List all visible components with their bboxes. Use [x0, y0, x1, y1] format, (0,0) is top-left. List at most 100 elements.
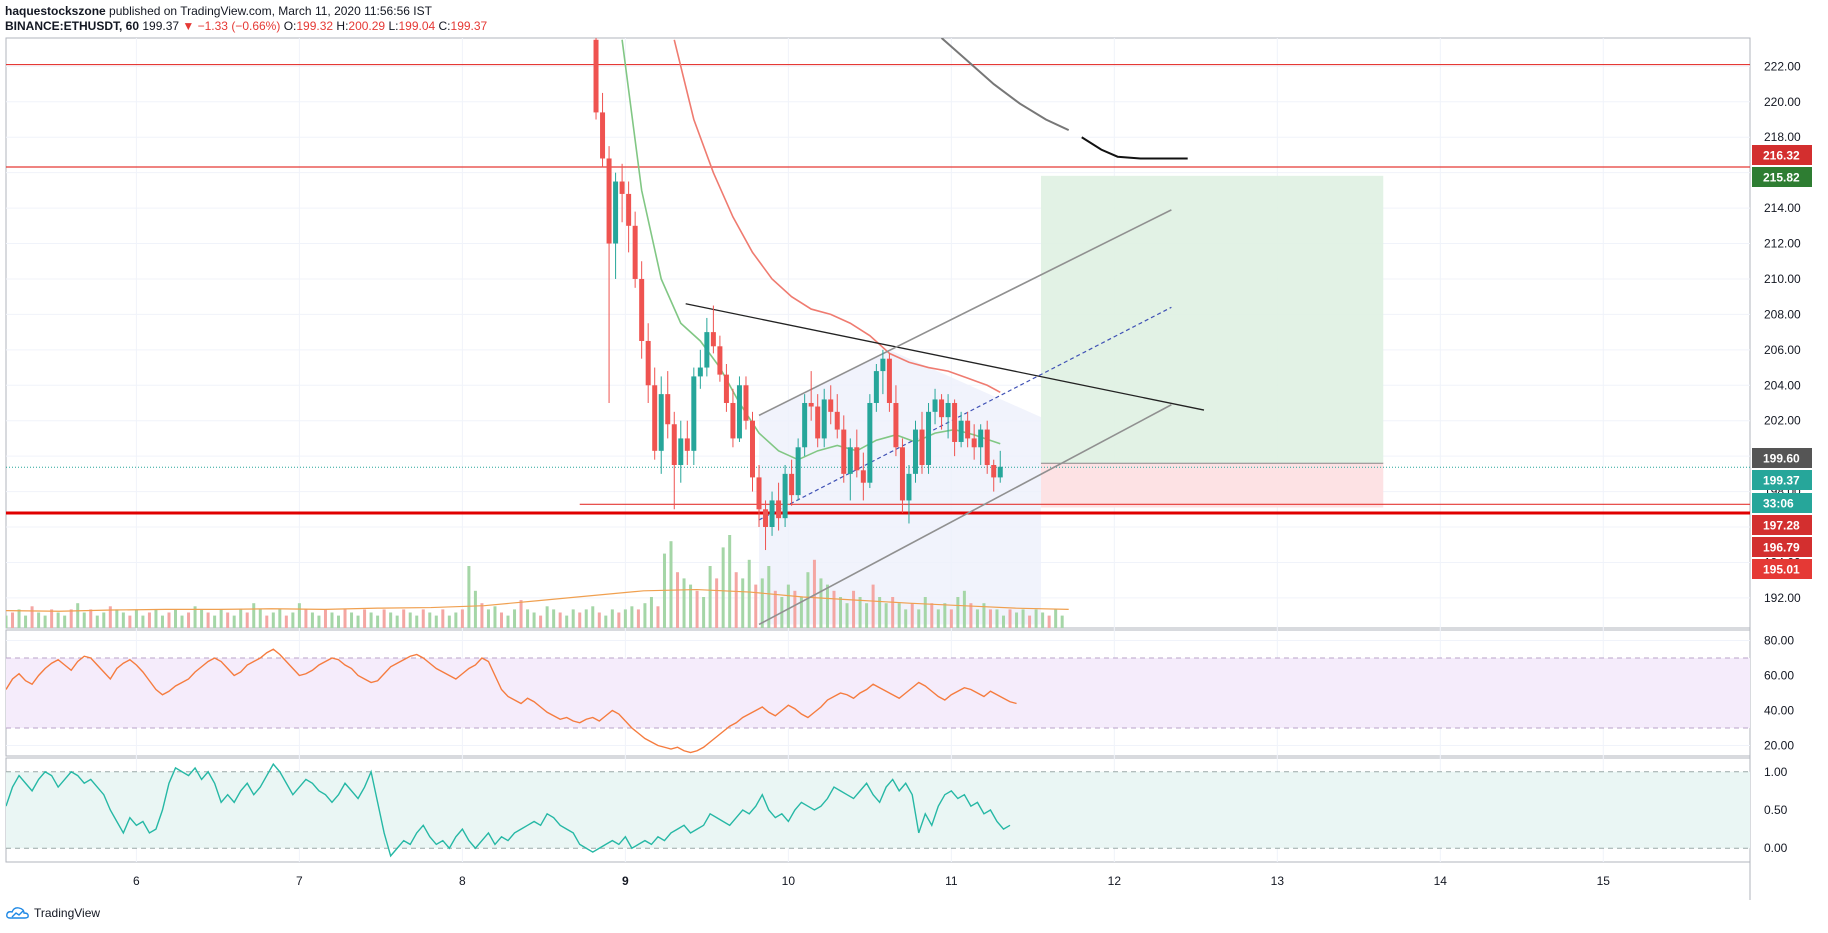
- candle-body: [665, 394, 671, 425]
- candle-body: [743, 385, 749, 421]
- volume-bar: [721, 547, 725, 628]
- candle-body: [684, 438, 690, 451]
- stoch-plot: [6, 762, 1750, 858]
- candle-body: [912, 429, 918, 474]
- candle-body: [808, 402, 814, 407]
- volume-bar: [689, 584, 693, 628]
- candle-body: [710, 332, 716, 347]
- price-tag-value: 195.01: [1763, 563, 1800, 577]
- volume-bar: [467, 566, 471, 628]
- volume-bar: [949, 609, 953, 628]
- volume-bar: [917, 609, 921, 628]
- tradingview-footer[interactable]: TradingView: [6, 906, 100, 920]
- volume-bar: [943, 603, 947, 628]
- volume-bar: [193, 606, 197, 628]
- volume-bar: [219, 609, 223, 628]
- price-axis-tag: 195.01: [1752, 559, 1812, 579]
- channel-mid-line: [758, 306, 1172, 521]
- volume-bar: [982, 603, 986, 628]
- low-value: 199.04: [398, 19, 436, 33]
- candle-body: [782, 473, 788, 519]
- volume-bar: [741, 578, 745, 628]
- volume-bar: [506, 615, 510, 628]
- volume-bar: [37, 612, 41, 628]
- candle-body: [847, 447, 853, 474]
- tradingview-brand: TradingView: [34, 906, 101, 920]
- volume-bar: [760, 578, 764, 628]
- volume-bar: [878, 597, 882, 628]
- close-value: 199.37: [450, 19, 488, 33]
- volume-bar: [154, 609, 158, 628]
- volume-bar: [865, 603, 869, 628]
- candle-body: [854, 447, 860, 471]
- volume-bar: [265, 615, 269, 628]
- y-tick-label: 206.00: [1764, 343, 1801, 357]
- volume-bar: [578, 612, 582, 628]
- volume-bar: [284, 615, 288, 628]
- long-ma-line: [940, 38, 1070, 132]
- volume-bar: [115, 609, 119, 628]
- volume-bar: [278, 609, 282, 628]
- volume-bar: [1060, 615, 1064, 628]
- candle-body: [802, 402, 808, 448]
- x-tick-label: 8: [459, 874, 466, 888]
- candle-body: [606, 158, 612, 244]
- author-name[interactable]: haquestockszone: [5, 4, 106, 18]
- candle-body: [730, 402, 736, 439]
- volume-bar: [676, 572, 680, 628]
- candle-body: [613, 181, 619, 244]
- volume-bar: [480, 603, 484, 628]
- candle-body: [919, 429, 925, 465]
- volume-bar: [532, 612, 536, 628]
- candle-body: [906, 473, 912, 501]
- price-axis-tag: 199.37: [1752, 470, 1812, 490]
- x-tick-label: 6: [133, 874, 140, 888]
- candle-body: [626, 193, 632, 226]
- volume-bar: [930, 603, 934, 628]
- volume-bar: [50, 609, 54, 628]
- candle-body: [600, 112, 606, 159]
- volume-bar: [962, 590, 966, 628]
- volume-bar: [213, 615, 217, 628]
- volume-bar: [473, 590, 477, 628]
- volume-bar: [793, 590, 797, 628]
- rsi-tick-label: 80.00: [1764, 634, 1794, 648]
- stop-loss-zone: [1040, 463, 1384, 508]
- volume-bar: [258, 609, 262, 628]
- volume-bar: [82, 612, 86, 628]
- volume-bar: [486, 609, 490, 628]
- price-axis-tag: 196.79: [1752, 537, 1812, 557]
- volume-bar: [956, 597, 960, 628]
- volume-bar: [799, 597, 803, 628]
- x-tick-label: 13: [1271, 874, 1285, 888]
- y-tick-label: 212.00: [1764, 237, 1801, 251]
- volume-bar: [858, 597, 862, 628]
- candle-body: [867, 402, 873, 483]
- volume-bar: [786, 584, 790, 628]
- volume-bar: [428, 612, 432, 628]
- rsi-plot: [6, 648, 1750, 754]
- volume-bar: [376, 615, 380, 628]
- price-tag-value: 33:06: [1763, 497, 1794, 511]
- volume-bar: [30, 606, 34, 628]
- volume-bar: [1002, 615, 1006, 628]
- volume-bar: [499, 612, 503, 628]
- volume-bar: [936, 609, 940, 628]
- volume-bar: [702, 597, 706, 628]
- volume-bar: [969, 603, 973, 628]
- volume-bar: [395, 615, 399, 628]
- volume-bar: [134, 609, 138, 628]
- stoch-tick-label: 1.00: [1764, 765, 1788, 779]
- candle-body: [834, 411, 840, 430]
- volume-bar: [297, 603, 301, 628]
- volume-bar: [180, 615, 184, 628]
- volume-bar: [975, 609, 979, 628]
- volume-bar: [252, 603, 256, 628]
- long-ma-drawn-curve: [1081, 136, 1188, 160]
- x-tick-label: 12: [1108, 874, 1122, 888]
- volume-bar: [728, 535, 732, 628]
- volume-bar: [323, 609, 327, 628]
- volume-bar: [526, 609, 530, 628]
- volume-bar: [630, 606, 634, 628]
